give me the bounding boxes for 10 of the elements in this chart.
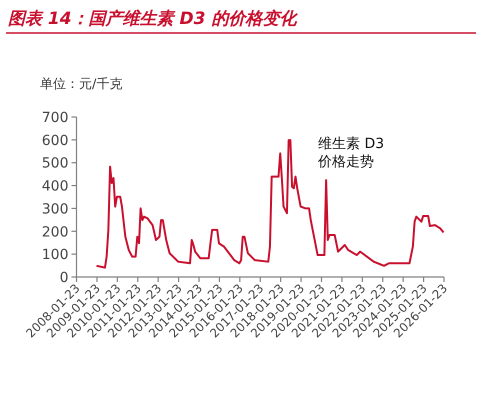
y-tick-label: 300 [42,201,68,218]
title: 图表 14：国产维生素 D3 的价格变化 [8,9,296,29]
y-tick-label: 100 [42,247,68,264]
y-tick-label: 600 [42,132,68,149]
y-tick-label: 0 [60,270,68,286]
ylabel: 单位：元/千克 [40,77,122,92]
y-tick-label: 700 [42,110,68,126]
y-tick-label: 200 [42,224,68,240]
y-tick-label: 500 [42,156,68,172]
y-tick-label: 400 [42,178,68,195]
